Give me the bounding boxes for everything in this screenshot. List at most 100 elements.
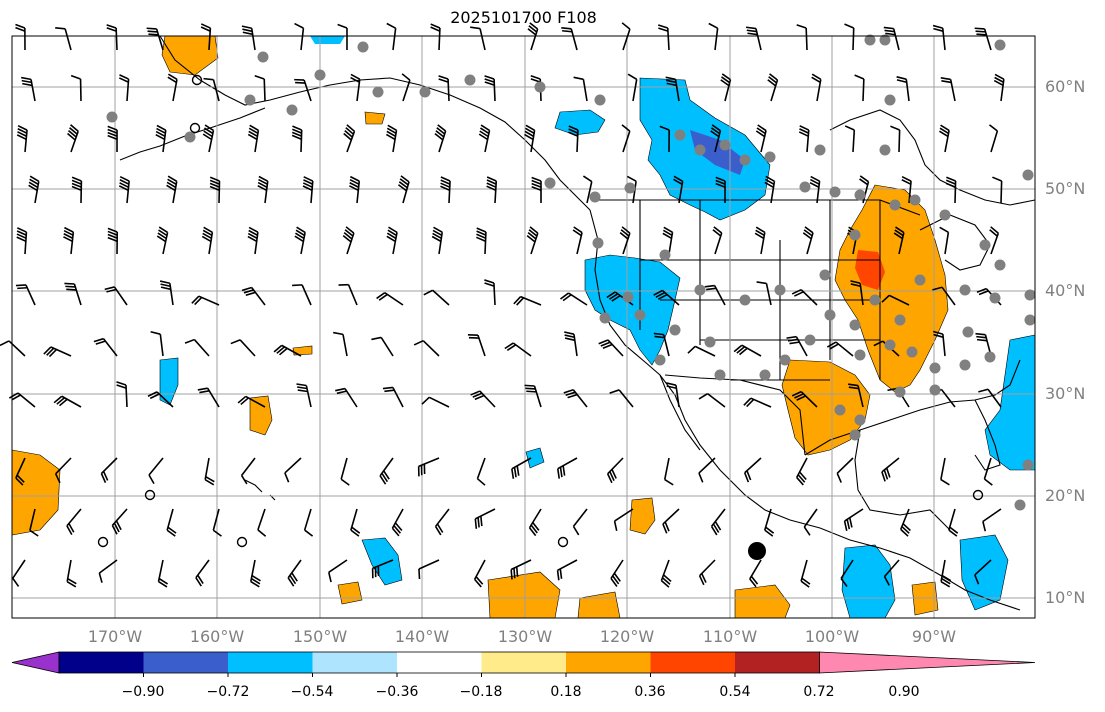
wind-barb (749, 559, 762, 588)
wind-barb (391, 508, 404, 537)
barb-feather (749, 578, 757, 588)
barb-feather (197, 574, 204, 585)
barb-feather (55, 27, 66, 30)
barb-feather (304, 529, 314, 537)
barb-feather (344, 229, 354, 237)
wind-barb (473, 559, 486, 588)
barb-feather (344, 129, 353, 138)
barb-feather (247, 133, 258, 141)
barb-staff (899, 508, 910, 530)
barb-feather (401, 73, 411, 81)
lon-label-140w: 140°W (394, 627, 450, 646)
barb-staff (344, 388, 358, 408)
wind-barb (247, 226, 259, 255)
wind-barb (484, 75, 496, 102)
barb-feather (568, 128, 579, 134)
wind-barb (745, 26, 762, 51)
wind-barb (296, 383, 312, 408)
wind-barb (64, 282, 82, 306)
wind-barb (284, 457, 302, 483)
wind-barb (992, 176, 1003, 204)
barb-staff (434, 508, 450, 527)
barb-feather (241, 25, 252, 30)
wind-barb (844, 23, 855, 51)
barb-feather (826, 341, 837, 348)
barb-feather (526, 234, 536, 243)
barb-feather (769, 73, 778, 81)
wind-barb (386, 226, 398, 255)
barb-feather (66, 132, 76, 141)
blue-region-pacific-c (525, 447, 545, 469)
barb-staff (857, 385, 864, 408)
barb-feather (386, 235, 396, 243)
wind-barb (653, 289, 680, 306)
orange-region-texas (781, 359, 871, 456)
barb-staff (125, 384, 128, 408)
barb-feather (608, 293, 619, 300)
barb-staff (50, 346, 72, 357)
barb-feather (191, 295, 200, 304)
barb-staff (570, 28, 578, 51)
wind-barb (802, 226, 814, 255)
orange-region-south-a (487, 571, 561, 619)
barb-feather (664, 521, 670, 532)
wind-barb (203, 77, 220, 102)
barb-feather (203, 226, 213, 233)
barb-feather (258, 178, 268, 185)
barb-feather (29, 175, 40, 183)
barb-feather (606, 473, 613, 484)
barb-feather (609, 389, 620, 394)
lon-label-160w: 160°W (189, 627, 245, 646)
barb-feather (480, 516, 483, 527)
barb-feather (11, 394, 21, 401)
station-open-circle (97, 536, 109, 548)
wind-barb (988, 124, 999, 153)
barb-feather (243, 289, 254, 294)
barb-staff (438, 130, 447, 153)
station-dot (894, 386, 906, 398)
wind-barb (756, 281, 772, 306)
lon-label-110w: 110°W (702, 627, 758, 646)
station-dot (244, 94, 256, 106)
barb-feather (715, 176, 726, 182)
barb-feather (627, 73, 638, 81)
station-filled-circle (748, 542, 766, 560)
barb-feather (598, 339, 609, 345)
station-open-circle (972, 489, 984, 501)
colorbar-segment (228, 652, 313, 673)
barb-feather (16, 474, 25, 483)
barb-feather (556, 468, 561, 479)
barb-feather (434, 133, 444, 141)
barb-staff (770, 79, 779, 102)
wind-barb (241, 25, 256, 51)
wind-barb (524, 124, 536, 153)
lon-label-100w: 100°W (804, 627, 860, 646)
barb-feather (470, 390, 481, 396)
barb-feather (894, 229, 904, 237)
barb-staff (881, 457, 900, 473)
barb-feather (292, 284, 303, 287)
barb-feather (621, 226, 631, 234)
barb-feather (148, 33, 159, 36)
barb-staff (520, 295, 542, 306)
station-dot (106, 111, 118, 123)
barb-feather (440, 179, 451, 185)
coast-alaska (159, 35, 591, 211)
wind-barb (155, 124, 167, 153)
barb-staff (805, 27, 808, 51)
barb-staff (795, 336, 808, 357)
barb-feather (843, 520, 848, 531)
barb-feather (167, 73, 178, 81)
barb-feather (524, 130, 534, 138)
barb-staff (392, 232, 398, 255)
wind-barb (191, 295, 220, 306)
orange-region-south-c (734, 584, 791, 619)
barb-staff (126, 181, 130, 204)
barb-feather (745, 26, 757, 30)
barb-feather (799, 128, 809, 134)
station-dot (544, 177, 556, 189)
barb-staff (254, 130, 260, 153)
wind-barb (470, 26, 486, 51)
barb-feather (513, 467, 517, 478)
barb-feather (666, 385, 677, 390)
